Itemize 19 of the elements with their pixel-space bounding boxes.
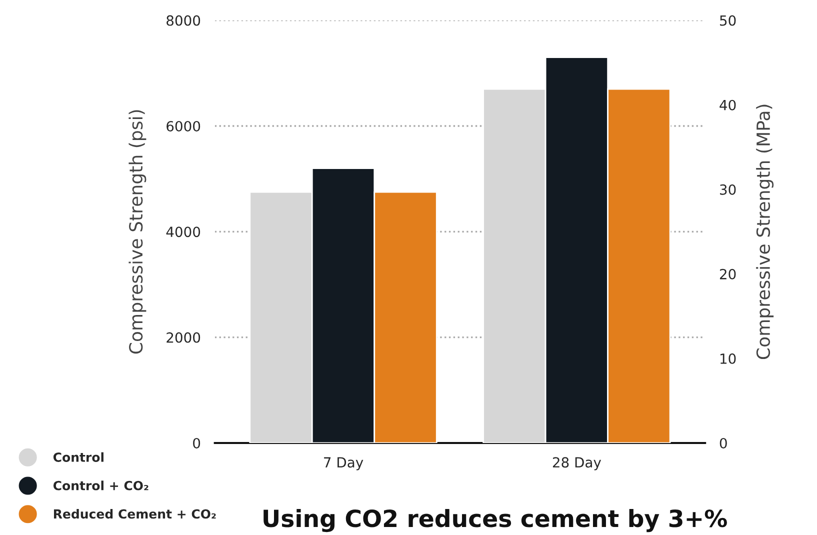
y2-tick-label: 10: [720, 353, 736, 364]
y-tick-label: 0: [193, 438, 200, 448]
y-tick-label: 2000: [166, 332, 200, 343]
y2-axis-title: Compressive Strength (MPa): [756, 104, 774, 360]
legend-label: Reduced Cement + CO₂: [54, 508, 216, 519]
y-tick-label: 4000: [166, 226, 200, 238]
x-tick-label: 7 Day: [324, 457, 364, 470]
text: Using CO2 reduces cement by 3+%: [264, 509, 727, 532]
y2-tick-label: 0: [720, 438, 727, 448]
legend-label: Control: [53, 452, 104, 462]
y2-tick-label: 20: [720, 268, 736, 280]
y2-tick-label: 40: [720, 100, 736, 110]
y2-tick-label: 50: [720, 15, 736, 26]
y-axis-title: Compressive Strength (psi): [128, 110, 146, 354]
legend-label: Control + CO₂: [53, 480, 148, 490]
y-tick-label: 6000: [166, 120, 200, 132]
y2-tick-label: 30: [720, 184, 736, 195]
x-tick-label: 28 Day: [552, 457, 602, 470]
y-tick-label: 8000: [166, 15, 200, 26]
